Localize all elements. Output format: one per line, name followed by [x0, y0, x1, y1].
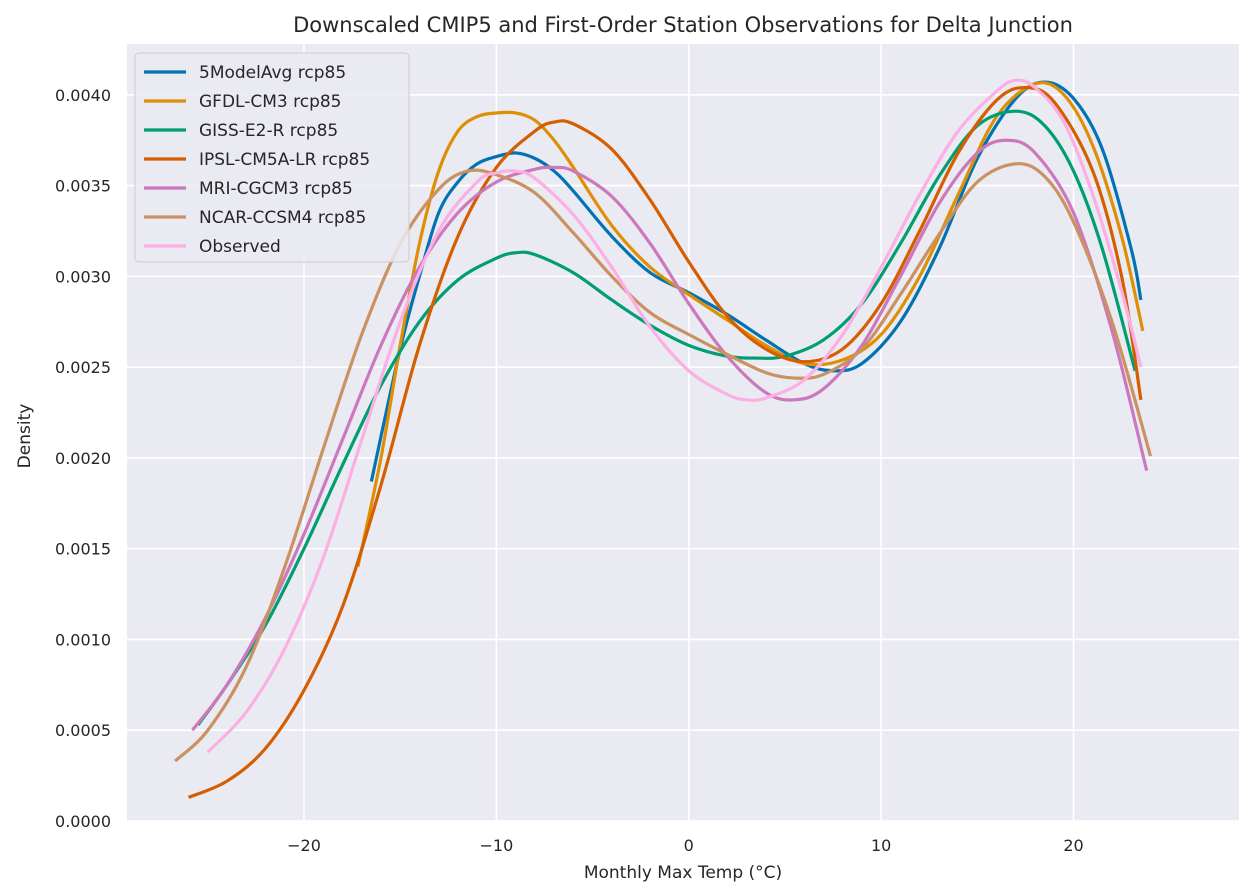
- chart-title: Downscaled CMIP5 and First-Order Station…: [293, 13, 1073, 37]
- series-line-7: [206, 78, 1143, 754]
- legend-label: MRI-CGCM3 rcp85: [199, 179, 353, 199]
- legend-item: MRI-CGCM3 rcp85: [144, 179, 353, 199]
- y-tick-labels: 0.0000 0.0005 0.0010 0.0015 0.0020 0.0025 0.00…: [55, 86, 111, 831]
- legend-item: 5ModelAvg rcp85: [144, 63, 346, 83]
- y-tick-label: 0.0040: [55, 86, 111, 105]
- y-tick-label: 0.0020: [55, 449, 111, 468]
- legend-item: IPSL-CM5A-LR rcp85: [144, 150, 370, 170]
- series-lines: [174, 78, 1153, 799]
- y-tick-label: 0.0030: [55, 267, 111, 286]
- legend-item: Observed: [144, 237, 281, 257]
- legend-label: GFDL-CM3 rcp85: [199, 92, 342, 112]
- y-tick-label: 0.0000: [55, 812, 111, 831]
- series-line-3: [196, 109, 1137, 726]
- series-line-6: [174, 162, 1153, 763]
- x-tick-labels: −20 −10 0 10 20: [287, 836, 1084, 855]
- x-axis-label: Monthly Max Temp (°C): [584, 863, 782, 883]
- series-line-4: [187, 85, 1143, 799]
- legend-item: GFDL-CM3 rcp85: [144, 92, 342, 112]
- legend-item: GISS-E2-R rcp85: [144, 121, 338, 141]
- series-line-5: [191, 138, 1149, 732]
- legend-box: [134, 52, 410, 263]
- x-tick-label: −20: [287, 836, 321, 855]
- y-tick-label: 0.0015: [55, 540, 111, 559]
- legend-label: 5ModelAvg rcp85: [199, 63, 346, 83]
- y-axis-label: Density: [15, 404, 35, 469]
- legend-label: Observed: [199, 237, 281, 257]
- x-tick-label: 10: [871, 836, 891, 855]
- x-tick-label: 0: [684, 836, 694, 855]
- x-tick-label: −10: [480, 836, 514, 855]
- legend-item: NCAR-CCSM4 rcp85: [144, 208, 366, 228]
- y-tick-label: 0.0025: [55, 358, 111, 377]
- y-tick-label: 0.0010: [55, 630, 111, 649]
- legend-label: NCAR-CCSM4 rcp85: [199, 208, 366, 228]
- y-tick-label: 0.0035: [55, 177, 111, 196]
- y-tick-label: 0.0005: [55, 721, 111, 740]
- legend-label: GISS-E2-R rcp85: [199, 121, 338, 141]
- x-tick-label: 20: [1063, 836, 1083, 855]
- legend-label: IPSL-CM5A-LR rcp85: [199, 150, 370, 170]
- series-line-2: [356, 81, 1145, 568]
- legend: 5ModelAvg rcp85 GFDL-CM3 rcp85 GISS-E2-R r…: [134, 52, 410, 263]
